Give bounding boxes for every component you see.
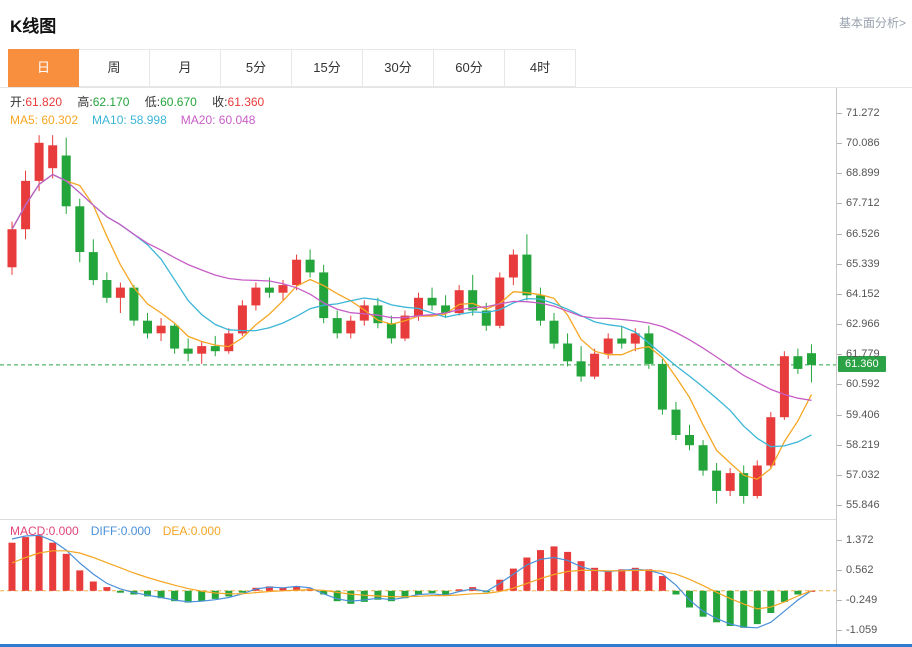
axis-tick: 65.339 xyxy=(837,257,880,270)
tab-60分[interactable]: 60分 xyxy=(434,49,505,87)
axis-tick: 55.846 xyxy=(837,499,880,511)
tab-周[interactable]: 周 xyxy=(79,49,150,87)
open-value: 61.820 xyxy=(25,95,63,109)
axis-tick: -1.059 xyxy=(836,624,878,636)
candlestick-chart[interactable] xyxy=(0,88,836,519)
tab-5分[interactable]: 5分 xyxy=(221,49,292,87)
fundamental-analysis-link[interactable]: 基本面分析> xyxy=(838,16,906,30)
tab-30分[interactable]: 30分 xyxy=(363,49,434,87)
macd-row: MACD:0.000 DIFF:0.000 DEA:0.000 xyxy=(10,524,233,538)
tab-4时[interactable]: 4时 xyxy=(505,49,576,87)
page-title: K线图 xyxy=(10,17,57,36)
diff-value-label: DIFF:0.000 xyxy=(90,524,151,538)
low-value: 60.670 xyxy=(160,95,197,109)
ohlc-row: 开:61.820 高:62.170 低:60.670 收:61.360 xyxy=(10,93,276,110)
ma-row: MA5: 60.302 MA10: 58.998 MA20: 60.048 xyxy=(10,113,269,127)
timeframe-tabs: 日周月 5分 15分 30分 60分 4时 xyxy=(8,49,576,87)
close-label: 收: xyxy=(212,95,228,109)
bottom-accent-bar xyxy=(0,644,912,647)
axis-tick: 71.272 xyxy=(837,107,880,119)
low-segment: 低:60.670 xyxy=(145,95,197,109)
open-label: 开: xyxy=(10,95,26,109)
dea-value-label: DEA:0.000 xyxy=(162,524,221,538)
axis-tick: 58.219 xyxy=(837,438,880,451)
macd-chart[interactable] xyxy=(0,520,836,644)
tab-15分[interactable]: 15分 xyxy=(292,49,363,87)
axis-tick: 0.562 xyxy=(837,564,874,576)
close-segment: 收:61.360 xyxy=(212,95,264,109)
low-label: 低: xyxy=(144,95,161,109)
axis-tick: 61.779 xyxy=(837,348,880,361)
axis-tick: 66.526 xyxy=(837,227,880,240)
tabs-divider xyxy=(0,87,912,88)
tab-月[interactable]: 月 xyxy=(150,49,221,87)
high-segment: 高:62.170 xyxy=(77,95,129,109)
axis-tick: 68.899 xyxy=(837,167,880,180)
price-axis: 61.360 71.272 70.086 68.899 67.712 66.526 65.… xyxy=(836,88,912,644)
close-value: 61.360 xyxy=(227,95,265,109)
axis-tick: -0.249 xyxy=(836,594,878,606)
axis-tick: 64.152 xyxy=(837,287,880,300)
high-value: 62.170 xyxy=(92,95,130,109)
tab-日[interactable]: 日 xyxy=(8,49,79,87)
macd-value-label: MACD:0.000 xyxy=(10,524,79,538)
axis-tick: 67.712 xyxy=(837,197,880,210)
high-label: 高: xyxy=(77,95,93,109)
axis-tick: 60.592 xyxy=(837,378,880,391)
axis-tick: 1.372 xyxy=(837,534,874,546)
ma20-label: MA20: 60.048 xyxy=(180,113,256,127)
open-segment: 开:61.820 xyxy=(10,95,62,109)
axis-tick: 62.966 xyxy=(837,318,880,331)
panel-divider xyxy=(0,519,836,520)
ma10-label: MA10: 58.998 xyxy=(92,113,167,127)
axis-tick: 70.086 xyxy=(837,137,880,150)
ma5-label: MA5: 60.302 xyxy=(10,113,79,127)
axis-tick: 57.032 xyxy=(837,468,880,481)
axis-tick: 59.406 xyxy=(837,408,880,421)
current-price-badge: 61.360 xyxy=(838,356,886,372)
